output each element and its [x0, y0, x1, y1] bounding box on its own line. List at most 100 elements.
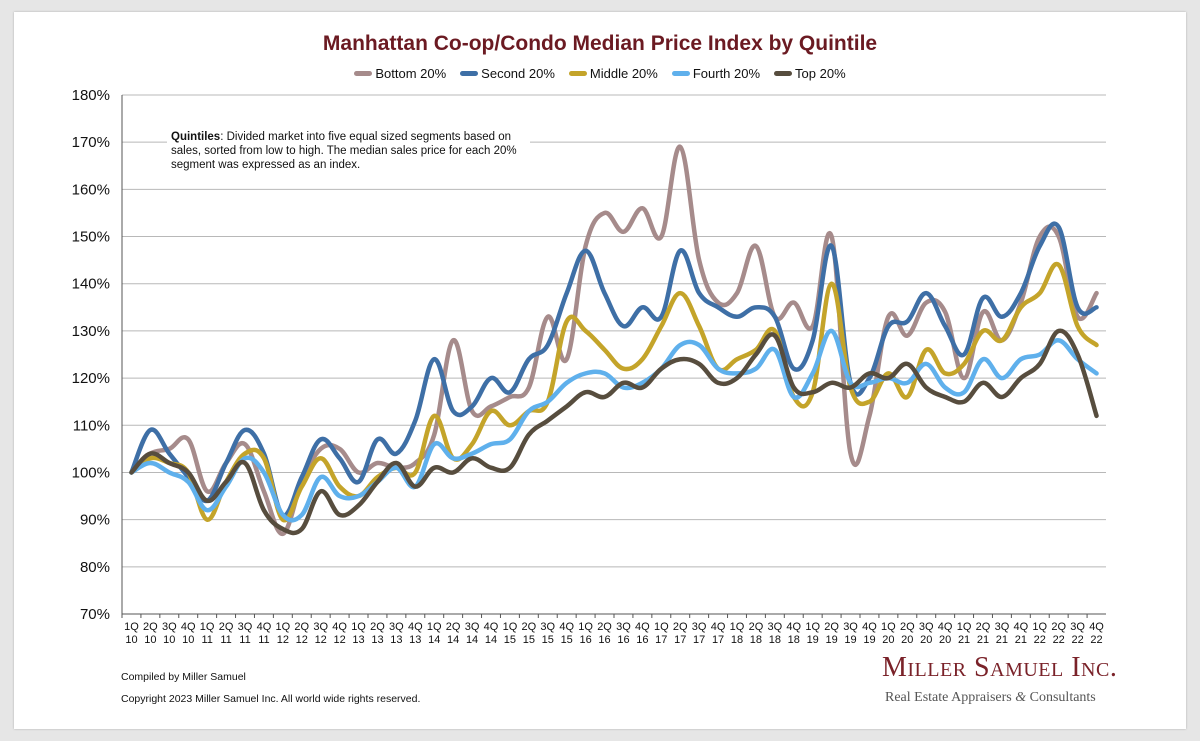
series-line-top-20	[129, 328, 1099, 536]
y-tick-label: 70%	[80, 606, 110, 623]
y-tick-label: 80%	[80, 559, 110, 576]
x-tick-label-year: 17	[655, 634, 667, 646]
y-tick-label: 170%	[72, 134, 110, 151]
x-tick-label-year: 10	[182, 634, 194, 646]
x-tick-label-quarter: 2Q	[446, 621, 461, 633]
x-tick-label-quarter: 1Q	[805, 621, 820, 633]
x-tick-label-year: 20	[882, 634, 894, 646]
x-tick-label-year: 22	[1090, 634, 1102, 646]
x-tick-label-year: 13	[409, 634, 421, 646]
x-tick-label-year: 18	[750, 634, 762, 646]
y-tick-label: 180%	[72, 87, 110, 104]
chart-plot: 70% 80% 90% 100% 110% 120% 130% 140% 150% 160% 170…	[72, 87, 1106, 646]
x-tick-label-quarter: 3Q	[843, 621, 858, 633]
x-tick-label-quarter: 2Q	[219, 621, 234, 633]
x-tick-label-quarter: 3Q	[389, 621, 404, 633]
x-tick-label-quarter: 3Q	[692, 621, 707, 633]
x-tick-label-quarter: 3Q	[313, 621, 328, 633]
x-tick-label-quarter: 3Q	[995, 621, 1010, 633]
x-tick-label-year: 19	[807, 634, 819, 646]
x-tick-label-quarter: 4Q	[938, 621, 953, 633]
legend-label: Top 20%	[795, 66, 846, 81]
chart-title: Manhattan Co-op/Condo Median Price Index…	[322, 32, 878, 55]
x-tick-label-year: 11	[239, 634, 250, 646]
x-tick-label-quarter: 4Q	[786, 621, 801, 633]
legend-item: Second 20%	[460, 66, 555, 81]
x-tick-label-year: 21	[958, 634, 970, 646]
legend-item: Top 20%	[774, 66, 846, 81]
legend-item: Fourth 20%	[671, 66, 760, 81]
x-tick-label-year: 22	[1053, 634, 1065, 646]
x-tick-label-year: 13	[352, 634, 364, 646]
x-tick-label-year: 15	[542, 634, 554, 646]
x-tick-label-quarter: 3Q	[919, 621, 934, 633]
x-tick-label-quarter: 3Q	[238, 621, 253, 633]
x-tick-label-year: 15	[523, 634, 535, 646]
legend-swatch	[671, 71, 690, 76]
x-tick-label-year: 13	[390, 634, 402, 646]
x-tick-label-quarter: 1Q	[881, 621, 896, 633]
y-tick-label: 130%	[72, 323, 110, 340]
x-tick-label-year: 12	[296, 634, 308, 646]
y-tick-label: 90%	[80, 512, 110, 529]
x-tick-label-year: 15	[504, 634, 516, 646]
brand-logo: Miller Samuel Inc.	[882, 652, 1118, 683]
x-tick-label-year: 14	[428, 634, 440, 646]
y-tick-label: 120%	[72, 370, 110, 387]
x-tick-label-year: 16	[617, 634, 629, 646]
x-tick-label-quarter: 1Q	[276, 621, 291, 633]
series-lines	[129, 144, 1099, 537]
quintiles-note: Quintiles: Divided market into five equa…	[167, 128, 530, 174]
x-tick-label-quarter: 3Q	[616, 621, 631, 633]
series-line-middle-20	[129, 261, 1099, 523]
x-tick-label-quarter: 1Q	[1032, 621, 1047, 633]
x-tick-label-year: 20	[901, 634, 913, 646]
x-tick-label-quarter: 3Q	[465, 621, 480, 633]
x-tick-label-quarter: 2Q	[749, 621, 764, 633]
x-tick-label-year: 10	[163, 634, 175, 646]
x-tick-label-year: 21	[977, 634, 989, 646]
x-tick-label-quarter: 2Q	[522, 621, 537, 633]
x-tick-label-year: 19	[863, 634, 875, 646]
legend-label: Bottom 20%	[375, 66, 447, 81]
x-tick-label-quarter: 4Q	[181, 621, 196, 633]
x-tick-label-year: 17	[712, 634, 724, 646]
x-tick-label-quarter: 1Q	[427, 621, 442, 633]
x-tick-label-quarter: 4Q	[635, 621, 650, 633]
x-tick-label-year: 17	[674, 634, 686, 646]
x-tick-label-quarter: 1Q	[654, 621, 669, 633]
x-tick-label-year: 11	[258, 634, 269, 646]
x-tick-label-quarter: 2Q	[143, 621, 158, 633]
y-tick-label: 110%	[73, 417, 110, 434]
x-tick-label-year: 18	[731, 634, 743, 646]
x-tick-label-quarter: 1Q	[730, 621, 745, 633]
series-line-second-20	[129, 221, 1099, 518]
note-text: : Divided market into five equal sized s…	[171, 131, 517, 171]
x-tick-label-quarter: 2Q	[900, 621, 915, 633]
x-tick-label-year: 22	[1034, 634, 1046, 646]
x-tick-label-quarter: 2Q	[294, 621, 309, 633]
x-tick-label-year: 11	[201, 634, 212, 646]
x-tick-label-year: 18	[769, 634, 781, 646]
x-tick-label-quarter: 3Q	[768, 621, 783, 633]
x-tick-label-quarter: 4Q	[559, 621, 574, 633]
legend-swatch	[354, 71, 373, 76]
x-tick-label-year: 16	[579, 634, 591, 646]
x-axis-ticks: 1Q102Q103Q104Q101Q112Q113Q114Q111Q122Q12…	[121, 614, 1104, 646]
legend-label: Second 20%	[481, 66, 555, 81]
note-term: Quintiles	[171, 131, 221, 143]
x-tick-label-year: 14	[447, 634, 459, 646]
x-tick-label-quarter: 1Q	[503, 621, 518, 633]
chart-card: Manhattan Co-op/Condo Median Price Index…	[14, 12, 1186, 729]
x-tick-label-year: 12	[277, 634, 289, 646]
x-tick-label-quarter: 4Q	[484, 621, 499, 633]
legend-swatch	[568, 71, 587, 76]
x-tick-label-year: 14	[466, 634, 478, 646]
x-tick-label-year: 20	[939, 634, 951, 646]
legend-swatch	[460, 71, 479, 76]
x-tick-label-year: 13	[371, 634, 383, 646]
x-tick-label-quarter: 2Q	[976, 621, 991, 633]
x-tick-label-quarter: 4Q	[257, 621, 272, 633]
x-tick-label-quarter: 4Q	[408, 621, 423, 633]
x-tick-label-year: 16	[636, 634, 648, 646]
